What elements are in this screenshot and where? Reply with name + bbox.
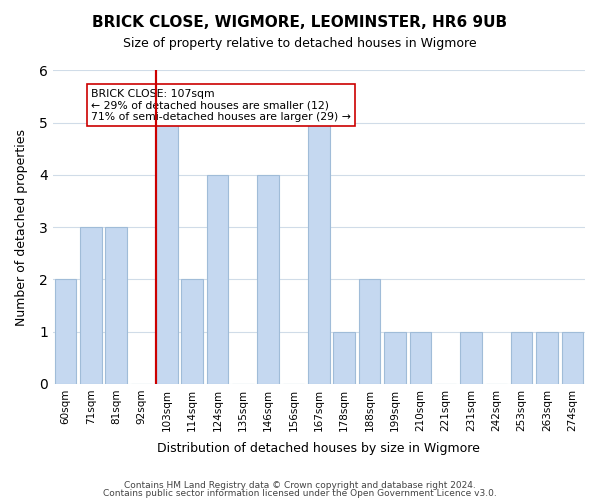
Bar [55,280,76,384]
Text: Size of property relative to detached houses in Wigmore: Size of property relative to detached ho… [123,38,477,51]
Bar [106,227,127,384]
Bar [334,332,355,384]
Bar [207,175,229,384]
Bar [80,227,101,384]
Text: Contains public sector information licensed under the Open Government Licence v3: Contains public sector information licen… [103,488,497,498]
Bar [257,175,279,384]
Bar [511,332,532,384]
Bar [181,280,203,384]
Text: BRICK CLOSE, WIGMORE, LEOMINSTER, HR6 9UB: BRICK CLOSE, WIGMORE, LEOMINSTER, HR6 9U… [92,15,508,30]
Bar [384,332,406,384]
Y-axis label: Number of detached properties: Number of detached properties [15,128,28,326]
Text: BRICK CLOSE: 107sqm
← 29% of detached houses are smaller (12)
71% of semi-detach: BRICK CLOSE: 107sqm ← 29% of detached ho… [91,89,351,122]
Bar [308,122,329,384]
Bar [536,332,558,384]
Bar [410,332,431,384]
Text: Contains HM Land Registry data © Crown copyright and database right 2024.: Contains HM Land Registry data © Crown c… [124,481,476,490]
Bar [156,122,178,384]
Bar [359,280,380,384]
X-axis label: Distribution of detached houses by size in Wigmore: Distribution of detached houses by size … [157,442,481,455]
Bar [460,332,482,384]
Bar [562,332,583,384]
